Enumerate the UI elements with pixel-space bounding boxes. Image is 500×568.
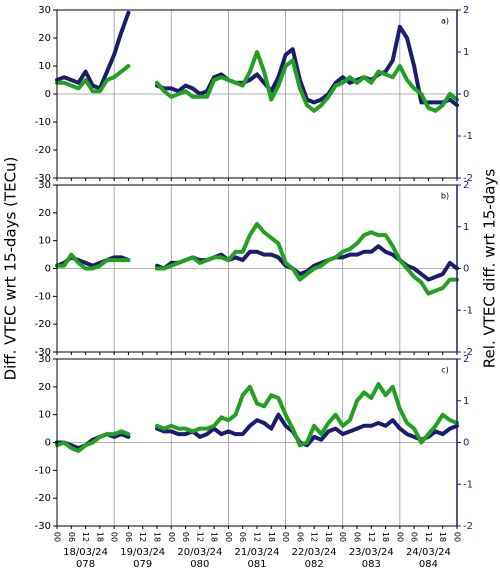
y-tick-label: 10 [38,236,51,247]
y-tick-label: 0 [45,264,51,275]
date-label: 24/03/24 [406,547,451,558]
x-tick-label: 00 [453,532,462,542]
y2-tick-label: -1 [463,131,473,142]
y2-tick-label: -2 [463,173,473,184]
y-tick-label: 0 [45,438,51,449]
y2-tick-label: -2 [463,521,473,532]
x-tick-label: 12 [81,532,90,542]
date-label: 22/03/24 [292,547,337,558]
y-tick-label: -30 [35,347,51,358]
x-tick-label: 00 [395,532,404,542]
x-tick-label: 18 [95,532,104,542]
date-label: 21/03/24 [235,547,280,558]
date-label: 18/03/24 [63,547,108,558]
x-tick-label: 18 [267,532,276,542]
x-tick-label: 00 [167,532,176,542]
x-tick-label: 12 [138,532,147,542]
y-axis-title: Diff. VTEC wrt 15-days (TECu) [2,157,20,381]
y-tick-label: 30 [38,180,51,191]
x-tick-label: 06 [67,532,76,542]
y2-tick-label: 2 [463,354,469,365]
y2-tick-label: 1 [463,396,469,407]
x-tick-label: 06 [238,532,247,542]
y-tick-label: 20 [38,33,51,44]
y-tick-label: -20 [35,145,51,156]
y-tick-label: -30 [35,521,51,532]
x-tick-label: 06 [295,532,304,542]
date-label: 23/03/24 [349,547,394,558]
y-tick-label: -30 [35,173,51,184]
x-tick-label: 06 [353,532,362,542]
y-tick-label: -20 [35,493,51,504]
doy-label: 078 [76,559,95,568]
x-tick-label: 12 [424,532,433,542]
x-tick-label: 00 [53,532,62,542]
x-tick-label: 18 [210,532,219,542]
x-tick-label: 12 [310,532,319,542]
x-tick-label: 18 [324,532,333,542]
y-tick-label: 30 [38,5,51,16]
x-tick-label: 06 [124,532,133,542]
panel-label: c) [441,366,449,375]
x-tick-label: 18 [438,532,447,542]
x-tick-label: 00 [338,532,347,542]
y2-tick-label: -2 [463,347,473,358]
y2-tick-label: -1 [463,479,473,490]
x-tick-label: 06 [181,532,190,542]
y2-tick-label: 1 [463,222,469,233]
x-tick-label: 18 [381,532,390,542]
panel-label: b) [441,192,449,201]
y-tick-label: -10 [35,465,51,476]
x-tick-label: 18 [153,532,162,542]
y2-tick-label: 0 [463,264,469,275]
doy-label: 083 [362,559,381,568]
series-line [55,10,459,108]
x-tick-label: 12 [253,532,262,542]
series-line [55,382,459,453]
y-tick-label: 20 [38,382,51,393]
x-tick-label: 00 [224,532,233,542]
date-label: 19/03/24 [120,547,165,558]
x-tick-label: 00 [281,532,290,542]
y2-tick-label: 0 [463,89,469,100]
y-tick-label: -10 [35,117,51,128]
doy-label: 084 [419,559,438,568]
doy-label: 080 [190,559,209,568]
y2-tick-label: 1 [463,47,469,58]
y-tick-label: 20 [38,208,51,219]
date-label: 20/03/24 [177,547,222,558]
y2-axis-title: Rel. VTEC diff. wrt 15-days [481,169,499,369]
series-line [55,222,459,296]
y-tick-label: 0 [45,89,51,100]
doy-label: 079 [133,559,152,568]
y2-tick-label: 0 [463,438,469,449]
y-tick-label: -10 [35,291,51,302]
panel-label: a) [441,17,449,26]
doy-label: 082 [305,559,324,568]
x-tick-label: 00 [110,532,119,542]
x-tick-label: 06 [410,532,419,542]
y-tick-label: 10 [38,61,51,72]
y2-tick-label: 2 [463,5,469,16]
series-line [55,50,459,113]
doy-label: 081 [247,559,266,568]
y2-tick-label: 2 [463,180,469,191]
y-tick-label: -20 [35,319,51,330]
y2-tick-label: -1 [463,305,473,316]
x-tick-label: 12 [367,532,376,542]
y-tick-label: 10 [38,410,51,421]
x-tick-label: 12 [195,532,204,542]
y-tick-label: 30 [38,354,51,365]
